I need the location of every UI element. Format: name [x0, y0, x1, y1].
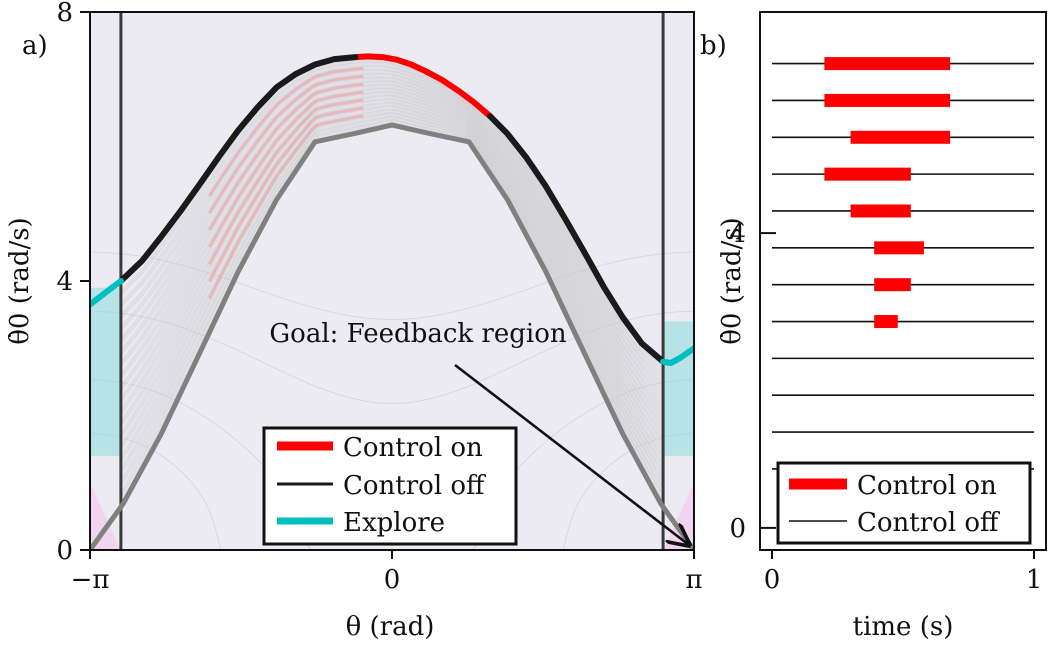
sample-trajectory	[118, 105, 666, 471]
x-tick-label: 0	[384, 565, 401, 595]
plot-b-ylabel: θ̇0 (rad/s)	[717, 217, 747, 344]
sample-control-segment	[208, 106, 364, 283]
plot-a-ylabel: θ̇0 (rad/s)	[5, 217, 35, 344]
y-tick-label: 4	[729, 219, 746, 249]
contour-line	[90, 379, 694, 550]
plot-a-decoration	[90, 251, 694, 550]
control-on-line	[352, 53, 494, 120]
control-on-bar	[874, 278, 911, 292]
sample-trajectory	[118, 111, 666, 486]
sample-trajectory	[118, 80, 665, 417]
legend-b-label-control-on: Control on	[857, 471, 997, 501]
sample-control-segment	[208, 98, 364, 266]
control-off-line	[117, 54, 359, 284]
sample-trajectory	[118, 108, 666, 478]
sample-trajectory	[119, 73, 665, 402]
control-on-bar	[874, 241, 924, 255]
control-on-bar	[874, 315, 898, 329]
explore-band-right	[663, 321, 694, 456]
panel-b: 0 1 0 4 b) time (s) θ̇0 (rad/s) Control on …	[700, 11, 1047, 642]
annotation-text: Goal: Feedback region	[269, 319, 566, 349]
legend-a-frame	[262, 426, 518, 546]
y-tick-label: 0	[56, 536, 73, 566]
sample-control-segment	[208, 90, 364, 248]
sample-trajectory	[119, 65, 665, 387]
legend-a: Control on Control off Explore	[262, 426, 518, 546]
control-on-bar	[824, 57, 951, 71]
plot-b-frame	[759, 11, 1047, 551]
x-tick-label: −π	[71, 565, 110, 595]
panel-a-label: a)	[22, 31, 48, 61]
control-on-bar	[824, 93, 951, 107]
plot-b-ticks: 0 1 0 4	[729, 219, 1042, 595]
sample-trajectory	[118, 87, 666, 433]
legend-a-label-control-off: Control off	[343, 471, 487, 501]
explore-band-left	[90, 287, 121, 456]
sample-control-segment	[208, 74, 364, 214]
sample-trajectory	[118, 76, 665, 410]
goal-region-left	[90, 482, 121, 550]
legend-b-frame	[776, 461, 1032, 545]
sample-control-segment	[208, 82, 364, 231]
sample-trajectory	[118, 115, 666, 494]
annotation: Goal: Feedback region	[269, 319, 689, 545]
explore-line	[90, 278, 124, 308]
legend-a-label-control-on: Control on	[343, 433, 483, 463]
x-tick-label: π	[685, 565, 702, 595]
x-tick-label: 1	[1026, 565, 1043, 595]
contour-line	[90, 433, 694, 550]
sample-trajectory	[118, 94, 666, 448]
control-off-line	[487, 113, 667, 365]
contour-line	[90, 310, 694, 404]
sample-trajectory	[118, 98, 666, 455]
sample-trajectory	[118, 91, 666, 440]
separatrix-line	[90, 122, 694, 550]
control-on-bar	[850, 130, 951, 144]
y-tick-label: 0	[729, 514, 746, 544]
sample-control-segment	[208, 114, 364, 300]
sample-trajectory	[118, 101, 666, 463]
sample-control-segment	[208, 67, 364, 197]
x-tick-label: 0	[764, 565, 781, 595]
control-on-bar	[824, 167, 911, 181]
plot-a-series	[90, 12, 694, 550]
legend-b-label-control-off: Control off	[857, 508, 1001, 538]
sample-trajectory	[119, 61, 665, 379]
legend-a-label-explore: Explore	[343, 508, 445, 538]
legend-b: Control on Control off	[776, 461, 1032, 545]
sample-trajectory	[119, 69, 665, 395]
plot-b-xlabel: time (s)	[853, 612, 954, 642]
annotation-arrow	[454, 363, 689, 545]
control-on-bar	[850, 204, 911, 218]
y-tick-label: 8	[56, 0, 73, 28]
y-tick-label: 4	[56, 267, 73, 297]
explore-line	[660, 345, 694, 366]
plot-b-rows	[772, 57, 1034, 470]
panel-b-label: b)	[700, 31, 727, 61]
sample-trajectory	[118, 84, 666, 425]
plot-a-xlabel: θ (rad)	[346, 612, 435, 642]
